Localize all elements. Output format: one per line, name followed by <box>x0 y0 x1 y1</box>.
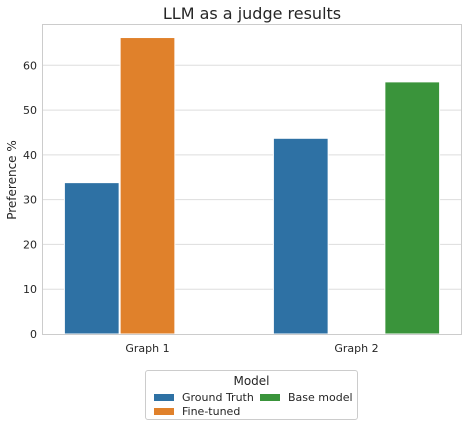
legend-item-fine-tuned: Fine-tuned <box>154 405 240 418</box>
legend-title: Model <box>233 374 270 388</box>
plot-frame <box>42 24 462 335</box>
legend-label-ground-truth: Ground Truth <box>182 391 254 404</box>
chart-title: LLM as a judge results <box>163 4 341 23</box>
x-tick-label: Graph 2 <box>334 342 378 355</box>
bars <box>63 37 441 335</box>
y-tick-label: 0 <box>30 328 37 341</box>
legend-label-base-model: Base model <box>288 391 353 404</box>
y-tick-label: 20 <box>23 238 37 251</box>
x-tick-label: Graph 1 <box>125 342 169 355</box>
x-tick-labels: Graph 1 Graph 2 <box>125 342 378 355</box>
y-tick-label: 40 <box>23 149 37 162</box>
legend-item-ground-truth: Ground Truth <box>154 391 254 404</box>
bar-fine-tuned-graph-1 <box>119 37 176 335</box>
legend-swatch-fine-tuned <box>154 408 174 415</box>
y-tick-label: 30 <box>23 194 37 207</box>
y-tick-label: 10 <box>23 283 37 296</box>
bar-ground-truth-graph-1 <box>63 182 120 335</box>
bar-ground-truth-graph-2 <box>272 137 329 335</box>
bar-base-model-graph-2 <box>384 81 441 335</box>
legend-label-fine-tuned: Fine-tuned <box>182 405 241 418</box>
legend: Model Ground Truth Fine-tuned Base model <box>145 370 358 420</box>
y-tick-label: 60 <box>23 59 37 72</box>
y-axis-title: Preference % <box>5 140 19 220</box>
y-tick-labels: 0 10 20 30 40 50 60 <box>23 59 37 341</box>
legend-item-base-model: Base model <box>260 391 353 404</box>
y-tick-label: 50 <box>23 104 37 117</box>
legend-swatch-ground-truth <box>154 394 174 401</box>
legend-swatch-base-model <box>260 394 280 401</box>
